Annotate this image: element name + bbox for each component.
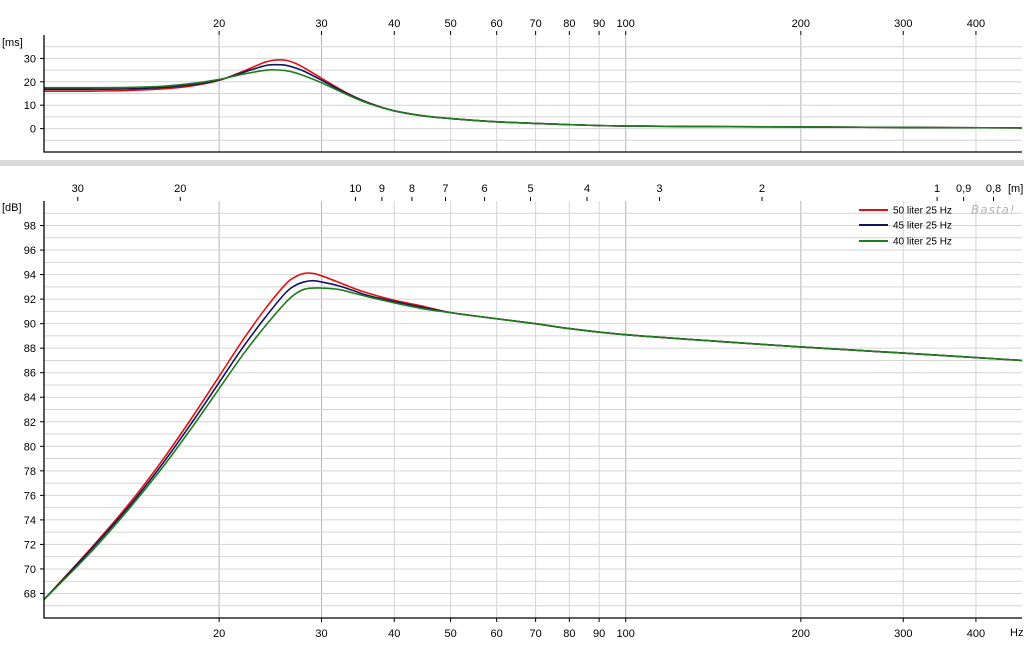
wavelength-tick-label: 7 xyxy=(442,183,448,195)
y-tick-label: 72 xyxy=(24,539,36,551)
x-tick-label: 40 xyxy=(388,18,400,30)
y-tick-label: 76 xyxy=(24,490,36,502)
panel-separator[interactable] xyxy=(0,160,1024,166)
x-tick-label: 90 xyxy=(593,18,605,30)
legend-label-50-liter: 50 liter 25 Hz xyxy=(893,206,952,217)
group-delay-panel: 20 30 40 50 60 70 80 90 100 200 300 400 0 10 20 30 [ms… xyxy=(2,18,1023,153)
y-tick-label: 70 xyxy=(24,564,36,576)
x-tick-label: 100 xyxy=(617,18,635,30)
x-tick-label: 30 xyxy=(315,628,327,640)
spl-series-line-red xyxy=(43,272,1023,601)
y-tick-label: 94 xyxy=(24,270,36,282)
y-tick-label: 80 xyxy=(24,441,36,453)
wavelength-tick-label: 0,9 xyxy=(956,183,971,195)
axis-frame xyxy=(43,35,1022,153)
x-tick-label: 50 xyxy=(444,628,456,640)
x-tick-label: 80 xyxy=(563,628,575,640)
y-tick-label: 82 xyxy=(24,417,36,429)
y-tick-label: 90 xyxy=(24,319,36,331)
x-tick-label: 200 xyxy=(792,628,810,640)
x-tick-label: 400 xyxy=(967,628,985,640)
wavelength-tick-label: 9 xyxy=(379,183,385,195)
y-tick-label: 0 xyxy=(30,124,36,136)
group-delay-axes xyxy=(40,31,1022,153)
x-tick-label: 70 xyxy=(529,18,541,30)
spl-y-axis-label: [dB] xyxy=(2,202,22,214)
group-delay-curves xyxy=(43,59,1023,129)
wavelength-tick-label: 5 xyxy=(527,183,533,195)
spl-x-tick-labels: 20 30 40 50 60 70 80 90 100 200 300 400 xyxy=(213,628,985,640)
wavelength-tick-label: 2 xyxy=(759,183,765,195)
group-delay-x-tick-labels: 20 30 40 50 60 70 80 90 100 200 300 400 xyxy=(213,18,985,30)
y-tick-label: 92 xyxy=(24,294,36,306)
x-tick-label: 30 xyxy=(315,18,327,30)
x-tick-label: 20 xyxy=(213,628,225,640)
wavelength-tick-label: 4 xyxy=(584,183,590,195)
x-tick-label: 100 xyxy=(617,628,635,640)
x-tick-label: 80 xyxy=(563,18,575,30)
x-tick-label: 50 xyxy=(444,18,456,30)
spl-axes xyxy=(40,197,1022,622)
group-delay-series-line-navy xyxy=(43,63,1023,129)
wavelength-tick-label: 30 xyxy=(72,183,84,195)
legend: 50 liter 25 Hz 45 liter 25 Hz 40 liter 2… xyxy=(859,206,952,248)
x-tick-label: 300 xyxy=(894,628,912,640)
y-tick-label: 98 xyxy=(24,221,36,233)
y-tick-label: 84 xyxy=(24,392,36,404)
spl-wavelength-axis-label: [m] xyxy=(1008,183,1023,195)
y-tick-label: 74 xyxy=(24,515,36,527)
group-delay-grid xyxy=(44,35,1022,152)
y-tick-label: 10 xyxy=(24,100,36,112)
axis-frame xyxy=(43,201,1022,619)
x-tick-label: 200 xyxy=(792,18,810,30)
basta-watermark: Basta! xyxy=(971,203,1016,217)
legend-label-45-liter: 45 liter 25 Hz xyxy=(893,221,952,232)
y-tick-label: 96 xyxy=(24,245,36,257)
x-tick-label: 40 xyxy=(388,628,400,640)
wavelength-tick-label: 8 xyxy=(409,183,415,195)
spl-series-line-green xyxy=(43,287,1023,601)
x-tick-label: 400 xyxy=(967,18,985,30)
y-tick-label: 30 xyxy=(24,53,36,65)
spl-curves xyxy=(43,272,1023,601)
group-delay-y-tick-labels: 0 10 20 30 xyxy=(24,53,36,135)
x-tick-label: 20 xyxy=(213,18,225,30)
wavelength-tick-label: 0,8 xyxy=(986,183,1001,195)
group-delay-series-line-green xyxy=(43,69,1023,129)
wavelength-tick-label: 6 xyxy=(482,183,488,195)
wavelength-tick-label: 3 xyxy=(656,183,662,195)
x-tick-label: 70 xyxy=(529,628,541,640)
spl-grid xyxy=(44,201,1022,618)
x-tick-label: 300 xyxy=(894,18,912,30)
y-tick-label: 78 xyxy=(24,466,36,478)
spl-y-tick-labels: 68 70 72 74 76 78 80 82 84 86 88 90 92 94 96 98 xyxy=(24,221,36,601)
spl-wavelength-tick-labels: 30 20 10 9 8 7 6 5 4 3 2 1 0,9 0,8 xyxy=(72,183,1002,195)
x-tick-label: 60 xyxy=(491,18,503,30)
legend-label-40-liter: 40 liter 25 Hz xyxy=(893,237,952,248)
group-delay-y-axis-label: [ms] xyxy=(2,37,23,49)
spl-x-axis-unit-label: Hz xyxy=(1010,627,1023,639)
y-tick-label: 68 xyxy=(24,588,36,600)
spl-series-line-navy xyxy=(43,279,1023,601)
wavelength-tick-label: 20 xyxy=(174,183,186,195)
spl-panel: 20 30 40 50 60 70 80 90 100 200 300 400 68707274767… xyxy=(2,183,1023,640)
y-tick-label: 20 xyxy=(24,77,36,89)
wavelength-tick-label: 10 xyxy=(349,183,361,195)
x-tick-label: 90 xyxy=(593,628,605,640)
y-tick-label: 88 xyxy=(24,343,36,355)
y-tick-label: 86 xyxy=(24,368,36,380)
x-tick-label: 60 xyxy=(491,628,503,640)
wavelength-tick-label: 1 xyxy=(934,183,940,195)
